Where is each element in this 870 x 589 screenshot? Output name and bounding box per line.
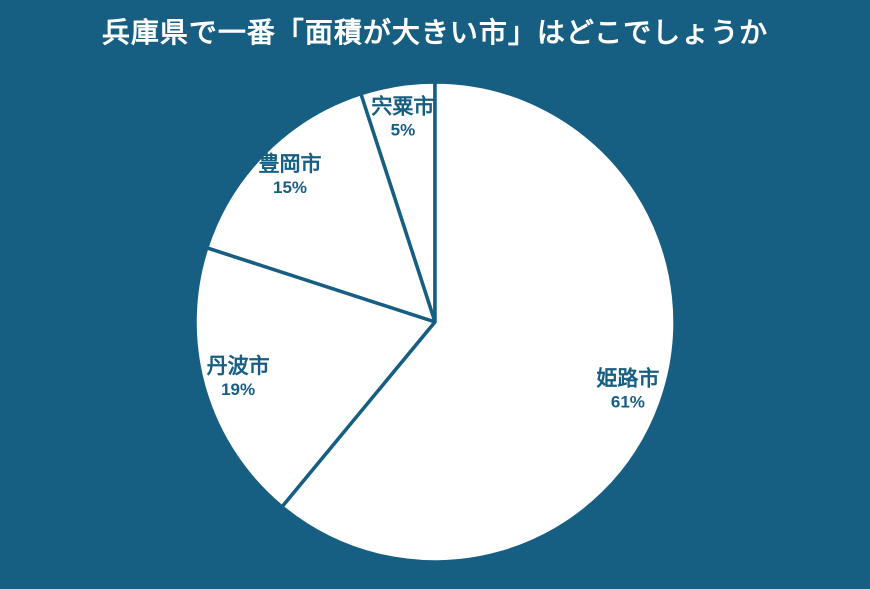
slice-value-label: 5% bbox=[391, 121, 416, 140]
pie-slice-丹波市 bbox=[193, 246, 437, 509]
slice-category-label: 宍粟市 bbox=[371, 95, 434, 119]
pie-slice-label: 豊岡市 15% bbox=[259, 152, 322, 197]
pie-slice-label: 姫路市 61% bbox=[596, 366, 659, 411]
slice-category-label: 丹波市 bbox=[207, 354, 270, 378]
slice-category-label: 姫路市 bbox=[596, 366, 659, 390]
pie-slice-label: 丹波市 19% bbox=[207, 354, 270, 399]
slice-category-label: 豊岡市 bbox=[259, 152, 322, 176]
slice-value-label: 61% bbox=[611, 392, 645, 411]
slice-value-label: 15% bbox=[273, 178, 307, 197]
slice-value-label: 19% bbox=[221, 380, 255, 399]
chart-title: 兵庫県で一番「面積が大きい市」はどこでしょうか bbox=[101, 17, 769, 48]
pie-slice-姫路市 bbox=[280, 80, 677, 564]
pie-slice-label: 宍粟市 5% bbox=[371, 95, 434, 140]
